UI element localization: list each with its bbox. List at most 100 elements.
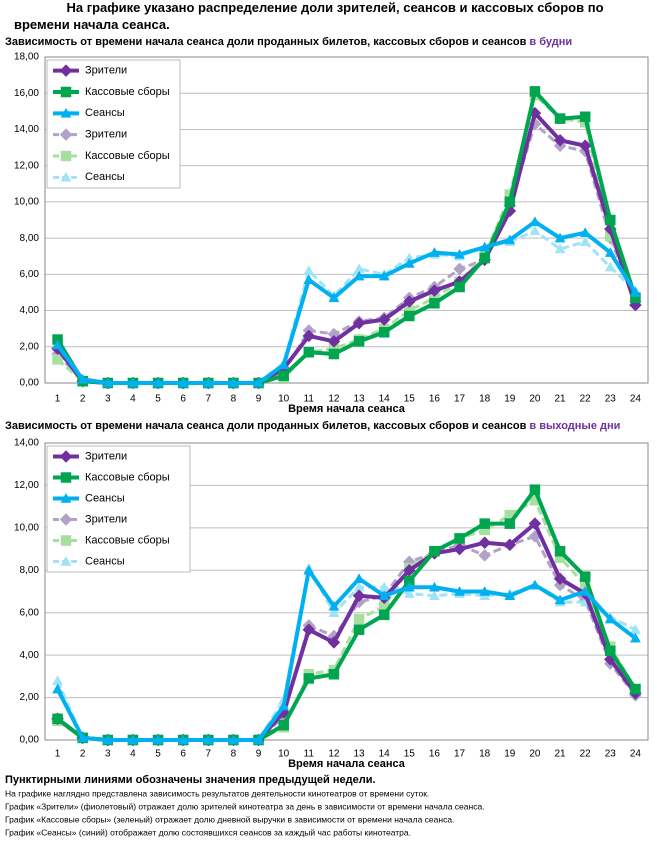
- marker: [529, 579, 541, 590]
- marker: [353, 336, 365, 347]
- marker: [328, 292, 340, 303]
- x-tick-label: 8: [231, 394, 237, 405]
- x-axis-title: Время начала сеанса: [288, 403, 406, 415]
- series: [52, 564, 641, 745]
- y-tick-label: 14,00: [14, 124, 39, 135]
- marker: [60, 535, 72, 546]
- x-tick-label: 7: [206, 394, 212, 405]
- marker: [60, 492, 72, 503]
- marker: [60, 107, 72, 118]
- x-tick-label: 24: [630, 749, 642, 760]
- marker: [605, 214, 616, 226]
- x-tick-label: 13: [354, 749, 366, 760]
- x-tick-label: 14: [379, 394, 391, 405]
- x-tick-label: 3: [105, 394, 111, 405]
- marker: [378, 590, 390, 600]
- plot-frame: [44, 56, 649, 384]
- marker: [554, 243, 566, 254]
- marker: [52, 713, 63, 725]
- marker: [578, 139, 592, 153]
- x-tick-label: 9: [256, 394, 262, 405]
- notes-line: График «Зрители» (фиолетовый) отражает д…: [5, 801, 485, 811]
- marker: [202, 734, 214, 745]
- chart-subtitle: Зависимость от времени начала сеанса дол…: [5, 420, 620, 432]
- x-tick-label: 19: [504, 749, 516, 760]
- x-tick-label: 5: [155, 749, 161, 760]
- legend-label: Зрители: [85, 129, 127, 141]
- notes-line: График «Кассовые сборы» (зеленый) отража…: [5, 814, 454, 824]
- marker: [228, 734, 239, 745]
- marker: [479, 585, 491, 596]
- marker: [352, 316, 366, 330]
- marker: [529, 225, 541, 236]
- marker: [553, 572, 567, 586]
- marker: [253, 377, 264, 388]
- x-tick-label: 21: [555, 394, 567, 405]
- x-tick-label: 11: [304, 394, 315, 405]
- y-tick-label: 8,00: [20, 233, 40, 244]
- marker: [504, 518, 516, 529]
- marker: [529, 484, 541, 495]
- marker: [353, 270, 365, 281]
- marker: [353, 613, 365, 625]
- marker: [630, 632, 641, 643]
- marker: [454, 281, 465, 293]
- legend-label: Кассовые сборы: [85, 86, 170, 98]
- marker: [453, 542, 466, 556]
- y-tick-label: 4,00: [20, 650, 40, 661]
- marker: [60, 472, 72, 483]
- legend: Зрители Кассовые сборы Сеансы Зрители Кассов…: [46, 445, 191, 573]
- legend-label: Кассовые сборы: [85, 534, 170, 546]
- marker: [529, 216, 541, 227]
- marker: [429, 545, 440, 557]
- marker: [328, 348, 340, 360]
- marker: [429, 590, 440, 600]
- notes-line: График «Сеансы» (синий) отображает долю …: [5, 827, 411, 837]
- legend-label: Кассовые сборы: [85, 471, 170, 483]
- x-tick-label: 20: [529, 749, 541, 760]
- x-tick-label: 17: [454, 394, 466, 405]
- marker: [553, 133, 567, 147]
- page-title: На графике указано распределение доли зр…: [14, 0, 604, 32]
- marker: [353, 573, 365, 584]
- y-tick-label: 14,00: [14, 438, 39, 449]
- series-line: [55, 219, 638, 385]
- marker: [429, 581, 440, 592]
- marker: [278, 700, 290, 711]
- marker: [403, 588, 415, 598]
- x-tick-label: 19: [504, 394, 516, 405]
- marker: [554, 545, 566, 557]
- marker: [59, 450, 73, 463]
- marker: [60, 555, 72, 566]
- legend-box: [46, 445, 191, 573]
- x-tick-label: 23: [605, 394, 617, 405]
- marker: [327, 636, 341, 649]
- marker: [52, 339, 63, 350]
- marker: [378, 609, 390, 621]
- x-tick-label: 1: [55, 394, 61, 405]
- x-tick-label: 20: [529, 394, 541, 405]
- marker: [303, 274, 315, 285]
- x-tick-label: 4: [130, 749, 136, 760]
- marker: [378, 327, 390, 338]
- marker: [52, 675, 63, 685]
- subtitle-highlight: в будни: [529, 36, 572, 48]
- marker: [478, 549, 492, 562]
- marker: [453, 262, 466, 276]
- marker: [102, 734, 114, 745]
- marker: [478, 536, 492, 550]
- marker: [127, 734, 139, 745]
- marker: [579, 571, 591, 582]
- marker: [303, 564, 315, 575]
- x-tick-label: 17: [454, 749, 466, 760]
- legend-label: Зрители: [85, 513, 127, 525]
- marker: [278, 719, 289, 731]
- x-tick-label: 18: [479, 394, 491, 405]
- series-line: [56, 229, 637, 385]
- y-tick-label: 8,00: [20, 565, 40, 576]
- marker: [403, 257, 415, 268]
- x-tick-label: 4: [130, 394, 136, 405]
- marker: [328, 668, 340, 680]
- x-tick-label: 1: [55, 749, 61, 760]
